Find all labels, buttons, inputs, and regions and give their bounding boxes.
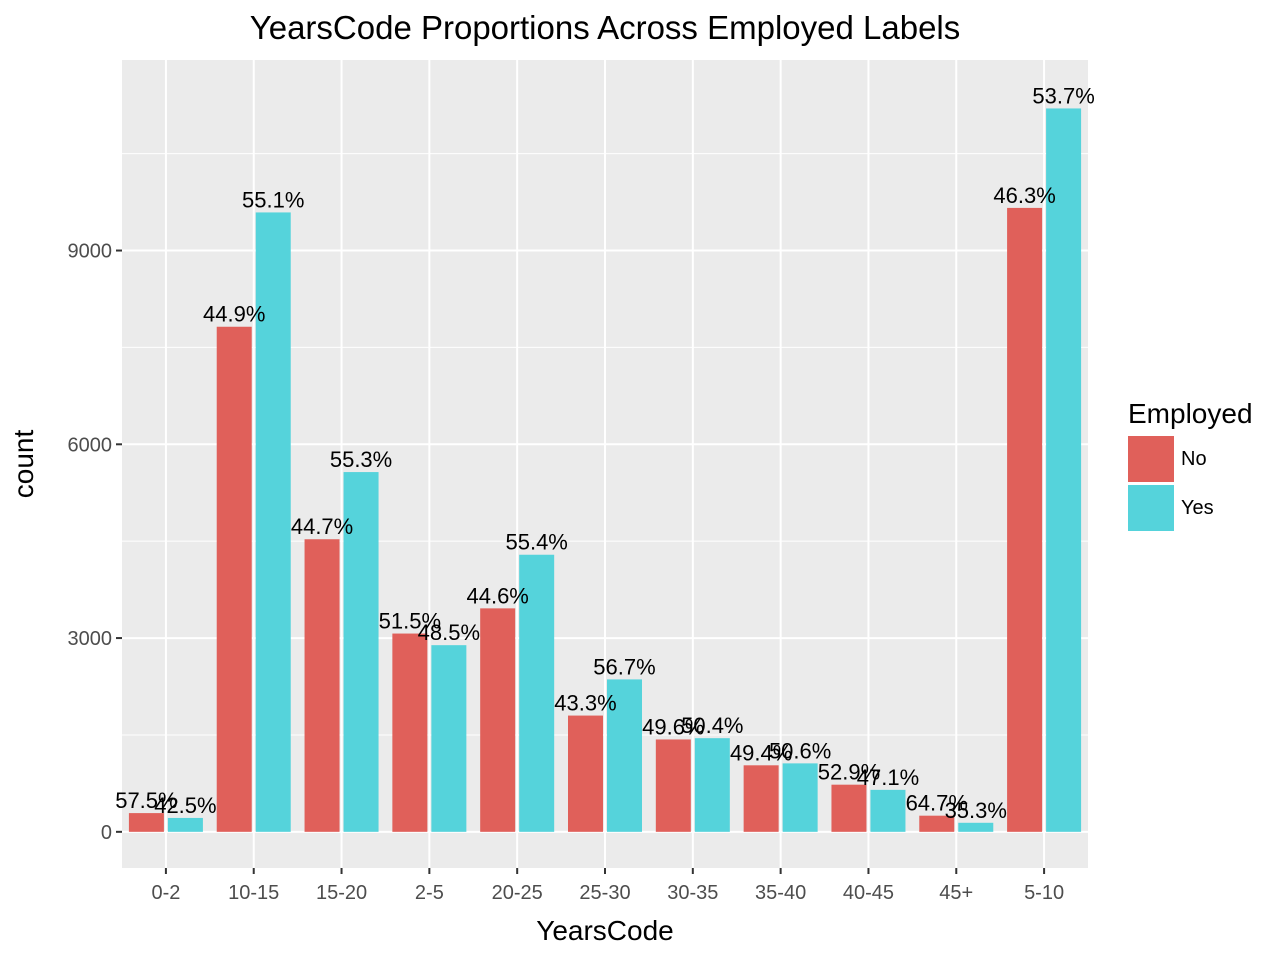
data-label-yes-10-15: 55.1% <box>242 187 304 212</box>
chart-title: YearsCode Proportions Across Employed La… <box>250 9 961 46</box>
x-tick-label: 20-25 <box>492 882 543 904</box>
x-tick-label: 35-40 <box>755 882 806 904</box>
data-label-yes-30-35: 50.4% <box>681 713 743 738</box>
legend-swatch-yes <box>1128 485 1174 531</box>
bar-yes-10-15 <box>255 212 291 832</box>
data-label-no-30-35: 49.6% <box>642 714 704 739</box>
data-label-yes-0-2: 42.5% <box>154 793 216 818</box>
bar-no-10-15 <box>216 326 252 832</box>
data-label-yes-40-45: 47.1% <box>857 765 919 790</box>
x-tick-label: 25-30 <box>579 882 630 904</box>
y-axis: 0 3000 6000 9000 <box>68 241 122 844</box>
x-tick-label: 30-35 <box>667 882 718 904</box>
bar-no-0-2 <box>128 813 164 832</box>
data-label-no-20-25: 44.6% <box>466 583 528 608</box>
data-label-no-35-40: 49.4% <box>730 740 792 765</box>
data-label-no-0-2: 57.5% <box>115 788 177 813</box>
x-tick-label: 10-15 <box>228 882 279 904</box>
bar-no-45+ <box>919 815 955 832</box>
bar-yes-5-10 <box>1046 108 1082 832</box>
y-tick-label: 9000 <box>68 241 113 263</box>
data-label-yes-15-20: 55.3% <box>330 447 392 472</box>
bar-no-25-30 <box>568 715 603 832</box>
bar-yes-30-35 <box>694 738 730 832</box>
x-tick-label: 0-2 <box>151 882 180 904</box>
legend-label-yes: Yes <box>1181 497 1214 519</box>
legend-swatch-no <box>1128 436 1174 482</box>
data-label-yes-25-30: 56.7% <box>593 654 655 679</box>
bars-layer <box>128 108 1082 832</box>
data-label-no-25-30: 43.3% <box>554 691 616 716</box>
x-tick-label: 5-10 <box>1024 882 1064 904</box>
data-label-yes-45+: 35.3% <box>945 798 1007 823</box>
x-tick-label: 40-45 <box>843 882 894 904</box>
y-tick-label: 6000 <box>68 434 113 456</box>
data-label-yes-20-25: 55.4% <box>505 530 567 555</box>
data-label-yes-2-5: 48.5% <box>418 620 480 645</box>
data-label-no-40-45: 52.9% <box>818 760 880 785</box>
data-label-yes-35-40: 50.6% <box>769 738 831 763</box>
data-label-no-2-5: 51.5% <box>379 609 441 634</box>
legend-label-no: No <box>1181 448 1207 470</box>
bar-no-15-20 <box>304 539 340 832</box>
bar-no-5-10 <box>1007 207 1043 832</box>
data-label-no-5-10: 46.3% <box>993 183 1055 208</box>
data-labels-layer: 57.5% 44.9% 44.7% 51.5% 44.6% 43.3% 49.6% 49.4%… <box>115 83 1095 822</box>
y-axis-title: count <box>8 430 39 499</box>
legend: Employed No Yes <box>1128 398 1253 531</box>
bar-no-20-25 <box>480 608 516 832</box>
bar-yes-2-5 <box>431 645 467 832</box>
bar-no-30-35 <box>655 739 691 832</box>
bar-yes-35-40 <box>782 763 818 832</box>
bar-yes-15-20 <box>343 472 379 832</box>
bar-yes-40-45 <box>870 789 906 832</box>
data-label-no-45+: 64.7% <box>906 791 968 816</box>
bar-no-35-40 <box>743 765 779 832</box>
y-tick-label: 0 <box>101 822 112 844</box>
x-tick-label: 15-20 <box>316 882 367 904</box>
data-label-no-15-20: 44.7% <box>291 514 353 539</box>
y-tick-label: 3000 <box>68 628 113 650</box>
x-axis-title: YearsCode <box>536 915 674 946</box>
bar-no-2-5 <box>392 633 428 832</box>
data-label-no-10-15: 44.9% <box>203 302 265 327</box>
bar-yes-0-2 <box>167 817 203 832</box>
x-tick-label: 45+ <box>939 882 973 904</box>
data-label-yes-5-10: 53.7% <box>1032 83 1094 108</box>
x-axis: 0-2 10-15 15-20 2-5 20-25 25-30 30-35 35-40 40-4… <box>151 868 1064 904</box>
bar-yes-25-30 <box>607 679 642 832</box>
x-tick-label: 2-5 <box>415 882 444 904</box>
bar-yes-45+ <box>958 822 994 832</box>
bar-no-40-45 <box>831 784 867 832</box>
legend-title: Employed <box>1128 398 1253 429</box>
bar-yes-20-25 <box>519 554 555 832</box>
